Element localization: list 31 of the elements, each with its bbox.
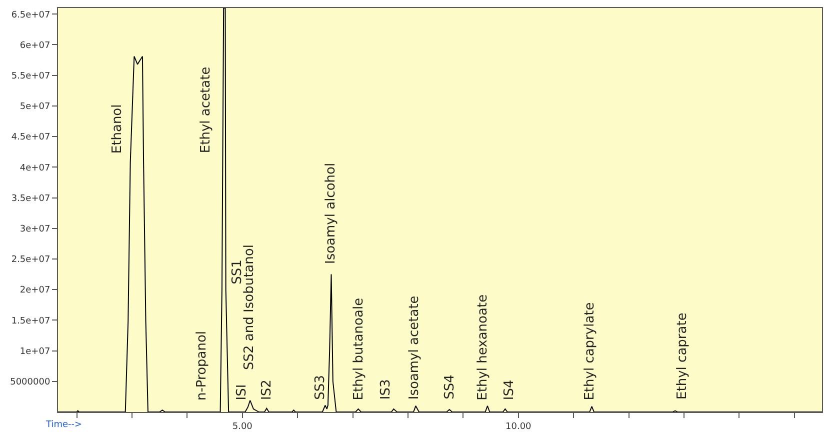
annotation: SS3 [312, 375, 328, 400]
annotation: Ethyl caprylate [582, 302, 598, 400]
y-tick-label: 2e+07 [20, 286, 50, 296]
y-tick-label: 3e+07 [20, 224, 50, 235]
y-tick-label: 5e+07 [20, 102, 50, 112]
y-tick-label: 5000000 [10, 378, 50, 388]
annotation: ISI [234, 384, 250, 400]
y-tick-label: 1e+07 [20, 346, 50, 357]
y-tick-label: 5.5e+07 [11, 71, 50, 82]
y-tick-label: 4.5e+07 [11, 132, 50, 143]
annotation: Isoamyl acetate [406, 296, 422, 400]
annotation: Ethyl hexanoate [476, 294, 491, 400]
y-tick-label: 3.5e+07 [11, 194, 50, 204]
annotation: Ethyl acetate [198, 66, 214, 154]
annotation: SS4 [442, 374, 458, 400]
y-tick-label: 6e+07 [20, 40, 50, 51]
y-tick-label: 6.5e+07 [11, 10, 50, 20]
x-tick-label: 10.00 [506, 422, 532, 432]
annotation: IS3 [378, 379, 394, 400]
annotation: Ethyl caprate [674, 312, 690, 400]
x-axis-title: Time--> [45, 420, 82, 430]
annotation: Ethanol [110, 104, 126, 154]
annotation: n-Propanol [194, 330, 210, 401]
annotation: Ethyl butanoale [351, 298, 366, 400]
y-tick-label: 4e+07 [20, 163, 50, 174]
y-tick-label: 2.5e+07 [11, 255, 50, 266]
annotation: IS2 [259, 380, 274, 400]
y-tick-label: 1.5e+07 [11, 316, 50, 326]
annotation: IS4 [502, 380, 518, 400]
annotation: Isoamyl alcohol [323, 162, 338, 264]
x-tick-label: 5.00 [232, 422, 253, 432]
